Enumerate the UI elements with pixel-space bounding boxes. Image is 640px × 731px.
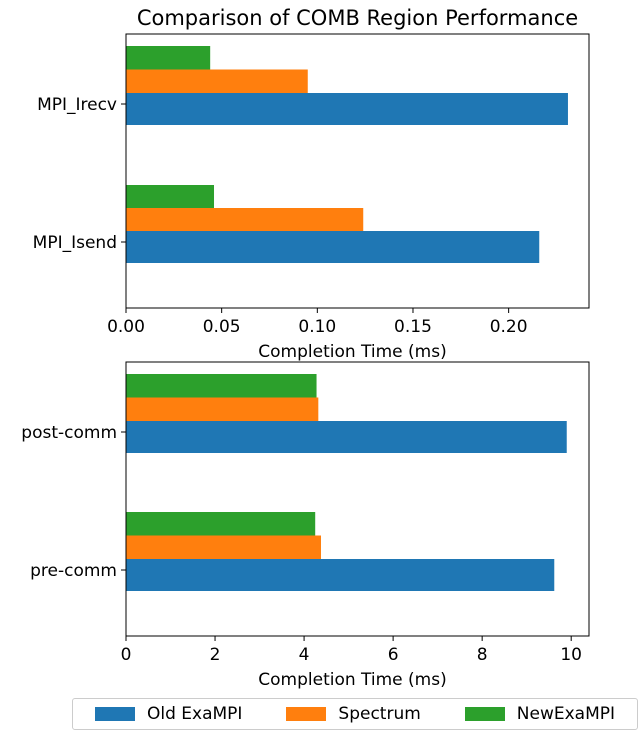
bar-mpi-isend-old-exampi — [126, 231, 540, 263]
legend-swatch-newexampi — [464, 707, 505, 721]
legend-entry-newexampi: NewExaMPI — [464, 704, 615, 724]
x-tick-label: 0.00 — [107, 317, 145, 337]
x-axis-label: Completion Time (ms) — [258, 670, 446, 690]
plot-frame — [125, 33, 590, 309]
x-axis-label: Completion Time (ms) — [258, 342, 446, 362]
bar-pre-comm-old-exampi — [126, 559, 555, 591]
chart-title: Comparison of COMB Region Performance — [137, 6, 578, 30]
x-tick-label: 2 — [210, 645, 221, 665]
legend-swatch-spectrum — [286, 707, 327, 721]
x-tick-label: 0 — [121, 645, 132, 665]
x-tick-label: 0.15 — [394, 317, 432, 337]
legend-swatch-old-exampi — [94, 707, 135, 721]
x-tick-label: 10 — [560, 645, 582, 665]
legend-label-spectrum: Spectrum — [338, 704, 421, 724]
x-tick-label: 8 — [477, 645, 488, 665]
legend-label-newexampi: NewExaMPI — [516, 704, 615, 724]
y-tick-label-pre-comm: pre-comm — [30, 561, 117, 581]
bar-mpi-irecv-old-exampi — [126, 93, 568, 125]
x-tick-label: 0.10 — [298, 317, 336, 337]
y-tick-label-post-comm: post-comm — [21, 423, 117, 443]
x-tick-label: 6 — [388, 645, 399, 665]
legend-label-old-exampi: Old ExaMPI — [146, 704, 243, 724]
x-tick-label: 0.05 — [203, 317, 241, 337]
legend-entry-spectrum: Spectrum — [286, 704, 421, 724]
chart-legend: Old ExaMPI Spectrum NewExaMPI — [72, 698, 638, 730]
y-tick-label-mpi-irecv: MPI_Irecv — [37, 95, 117, 115]
bar-post-comm-old-exampi — [126, 421, 567, 453]
x-tick-label: 4 — [299, 645, 310, 665]
x-tick-label: 0.20 — [490, 317, 528, 337]
legend-entry-old-exampi: Old ExaMPI — [94, 704, 243, 724]
plot-frame — [125, 361, 590, 637]
y-tick-label-mpi-isend: MPI_Isend — [33, 233, 117, 253]
